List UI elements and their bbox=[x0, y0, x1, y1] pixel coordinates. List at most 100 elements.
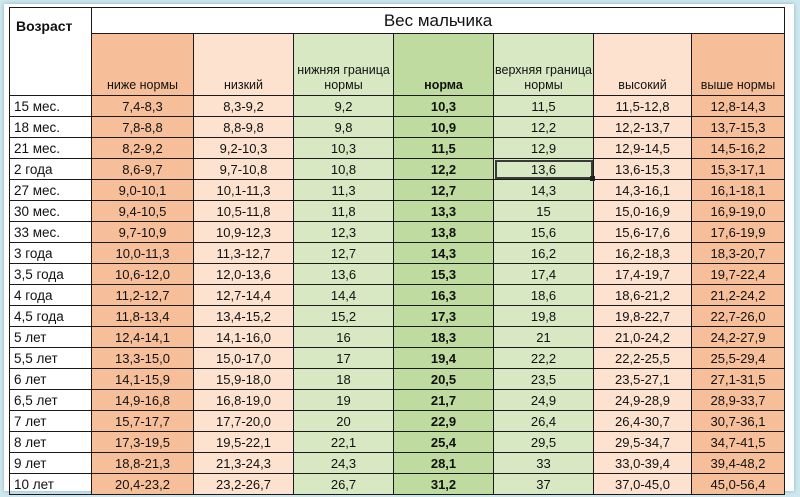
value-cell-upper[interactable]: 17,4 bbox=[493, 263, 594, 285]
age-cell[interactable]: 3 года bbox=[9, 242, 92, 264]
value-cell-norm[interactable]: 18,3 bbox=[393, 326, 494, 348]
value-cell-below[interactable]: 17,3-19,5 bbox=[91, 431, 194, 453]
value-cell-lower[interactable]: 19 bbox=[293, 389, 394, 411]
value-cell-lower[interactable]: 11,3 bbox=[293, 179, 394, 201]
value-cell-norm[interactable]: 11,5 bbox=[393, 137, 494, 159]
value-cell-below[interactable]: 15,7-17,7 bbox=[91, 410, 194, 432]
value-cell-high[interactable]: 21,0-24,2 bbox=[593, 326, 692, 348]
value-cell-lower[interactable]: 16 bbox=[293, 326, 394, 348]
value-cell-upper[interactable]: 33 bbox=[493, 452, 594, 474]
value-cell-low[interactable]: 9,7-10,8 bbox=[193, 158, 294, 180]
value-cell-high[interactable]: 24,9-28,9 bbox=[593, 389, 692, 411]
value-cell-upper[interactable]: 22,2 bbox=[493, 347, 594, 369]
value-cell-below[interactable]: 9,4-10,5 bbox=[91, 200, 194, 222]
value-cell-below[interactable]: 20,4-23,2 bbox=[91, 473, 194, 495]
value-cell-high[interactable]: 12,2-13,7 bbox=[593, 116, 692, 138]
value-cell-upper[interactable]: 12,9 bbox=[493, 137, 594, 159]
value-cell-below[interactable]: 7,4-8,3 bbox=[91, 95, 194, 117]
value-cell-low[interactable]: 10,5-11,8 bbox=[193, 200, 294, 222]
value-cell-lower[interactable]: 10,3 bbox=[293, 137, 394, 159]
fill-handle[interactable] bbox=[589, 175, 595, 181]
age-cell[interactable]: 8 лет bbox=[9, 431, 92, 453]
value-cell-norm[interactable]: 21,7 bbox=[393, 389, 494, 411]
value-cell-high[interactable]: 18,6-21,2 bbox=[593, 284, 692, 306]
value-cell-low[interactable]: 12,7-14,4 bbox=[193, 284, 294, 306]
value-cell-above[interactable]: 45,0-56,4 bbox=[690, 473, 786, 495]
value-cell-lower[interactable]: 20 bbox=[293, 410, 394, 432]
value-cell-below[interactable]: 13,3-15,0 bbox=[91, 347, 194, 369]
value-cell-above[interactable]: 22,7-26,0 bbox=[690, 305, 786, 327]
value-cell-norm[interactable]: 14,3 bbox=[393, 242, 494, 264]
header-below-norm[interactable]: ниже нормы bbox=[91, 33, 194, 96]
age-cell[interactable]: 33 мес. bbox=[9, 221, 92, 243]
value-cell-upper[interactable]: 14,3 bbox=[493, 179, 594, 201]
value-cell-low[interactable]: 23,2-26,7 bbox=[193, 473, 294, 495]
value-cell-above[interactable]: 16,9-19,0 bbox=[690, 200, 786, 222]
value-cell-norm[interactable]: 19,4 bbox=[393, 347, 494, 369]
value-cell-high[interactable]: 33,0-39,4 bbox=[593, 452, 692, 474]
value-cell-low[interactable]: 15,9-18,0 bbox=[193, 368, 294, 390]
value-cell-high[interactable]: 22,2-25,5 bbox=[593, 347, 692, 369]
value-cell-high[interactable]: 13,6-15,3 bbox=[593, 158, 692, 180]
value-cell-below[interactable]: 11,8-13,4 bbox=[91, 305, 194, 327]
age-cell[interactable]: 4 года bbox=[9, 284, 92, 306]
value-cell-lower[interactable]: 18 bbox=[293, 368, 394, 390]
value-cell-low[interactable]: 8,8-9,8 bbox=[193, 116, 294, 138]
value-cell-norm[interactable]: 22,9 bbox=[393, 410, 494, 432]
value-cell-high[interactable]: 17,4-19,7 bbox=[593, 263, 692, 285]
value-cell-high[interactable]: 15,0-16,9 bbox=[593, 200, 692, 222]
value-cell-norm[interactable]: 13,3 bbox=[393, 200, 494, 222]
age-cell[interactable]: 18 мес. bbox=[9, 116, 92, 138]
header-upper-bound[interactable]: верхняя граница нормы bbox=[493, 33, 594, 96]
value-cell-low[interactable]: 8,3-9,2 bbox=[193, 95, 294, 117]
value-cell-lower[interactable]: 13,6 bbox=[293, 263, 394, 285]
value-cell-lower[interactable]: 17 bbox=[293, 347, 394, 369]
value-cell-below[interactable]: 7,8-8,8 bbox=[91, 116, 194, 138]
value-cell-upper[interactable]: 29,5 bbox=[493, 431, 594, 453]
value-cell-upper[interactable]: 37 bbox=[493, 473, 594, 495]
value-cell-lower[interactable]: 12,7 bbox=[293, 242, 394, 264]
age-cell[interactable]: 2 года bbox=[9, 158, 92, 180]
value-cell-above[interactable]: 39,4-48,2 bbox=[690, 452, 786, 474]
value-cell-lower[interactable]: 9,2 bbox=[293, 95, 394, 117]
header-high[interactable]: высокий bbox=[593, 33, 692, 96]
value-cell-norm[interactable]: 15,3 bbox=[393, 263, 494, 285]
age-cell[interactable]: 6 лет bbox=[9, 368, 92, 390]
value-cell-above[interactable]: 27,1-31,5 bbox=[690, 368, 786, 390]
value-cell-low[interactable]: 21,3-24,3 bbox=[193, 452, 294, 474]
header-above-norm[interactable]: выше нормы bbox=[690, 33, 786, 96]
value-cell-lower[interactable]: 22,1 bbox=[293, 431, 394, 453]
age-cell[interactable]: 27 мес. bbox=[9, 179, 92, 201]
value-cell-upper[interactable]: 19,8 bbox=[493, 305, 594, 327]
age-cell[interactable]: 5 лет bbox=[9, 326, 92, 348]
age-cell[interactable]: 5,5 лет bbox=[9, 347, 92, 369]
value-cell-high[interactable]: 15,6-17,6 bbox=[593, 221, 692, 243]
value-cell-low[interactable]: 9,2-10,3 bbox=[193, 137, 294, 159]
value-cell-lower[interactable]: 24,3 bbox=[293, 452, 394, 474]
value-cell-low[interactable]: 15,0-17,0 bbox=[193, 347, 294, 369]
value-cell-upper[interactable]: 16,2 bbox=[493, 242, 594, 264]
value-cell-norm[interactable]: 25,4 bbox=[393, 431, 494, 453]
value-cell-below[interactable]: 8,6-9,7 bbox=[91, 158, 194, 180]
value-cell-upper[interactable]: 15 bbox=[493, 200, 594, 222]
value-cell-above[interactable]: 21,2-24,2 bbox=[690, 284, 786, 306]
value-cell-below[interactable]: 14,1-15,9 bbox=[91, 368, 194, 390]
value-cell-below[interactable]: 9,7-10,9 bbox=[91, 221, 194, 243]
value-cell-below[interactable]: 10,6-12,0 bbox=[91, 263, 194, 285]
value-cell-upper[interactable]: 24,9 bbox=[493, 389, 594, 411]
value-cell-high[interactable]: 37,0-45,0 bbox=[593, 473, 692, 495]
value-cell-upper[interactable]: 21 bbox=[493, 326, 594, 348]
value-cell-above[interactable]: 34,7-41,5 bbox=[690, 431, 786, 453]
value-cell-below[interactable]: 12,4-14,1 bbox=[91, 326, 194, 348]
age-cell[interactable]: 7 лет bbox=[9, 410, 92, 432]
value-cell-norm[interactable]: 28,1 bbox=[393, 452, 494, 474]
header-lower-bound[interactable]: нижняя граница нормы bbox=[293, 33, 394, 96]
value-cell-norm[interactable]: 12,7 bbox=[393, 179, 494, 201]
value-cell-above[interactable]: 17,6-19,9 bbox=[690, 221, 786, 243]
value-cell-norm[interactable]: 20,5 bbox=[393, 368, 494, 390]
value-cell-high[interactable]: 23,5-27,1 bbox=[593, 368, 692, 390]
value-cell-high[interactable]: 26,4-30,7 bbox=[593, 410, 692, 432]
value-cell-low[interactable]: 17,7-20,0 bbox=[193, 410, 294, 432]
age-cell[interactable]: 4,5 года bbox=[9, 305, 92, 327]
value-cell-norm[interactable]: 31,2 bbox=[393, 473, 494, 495]
